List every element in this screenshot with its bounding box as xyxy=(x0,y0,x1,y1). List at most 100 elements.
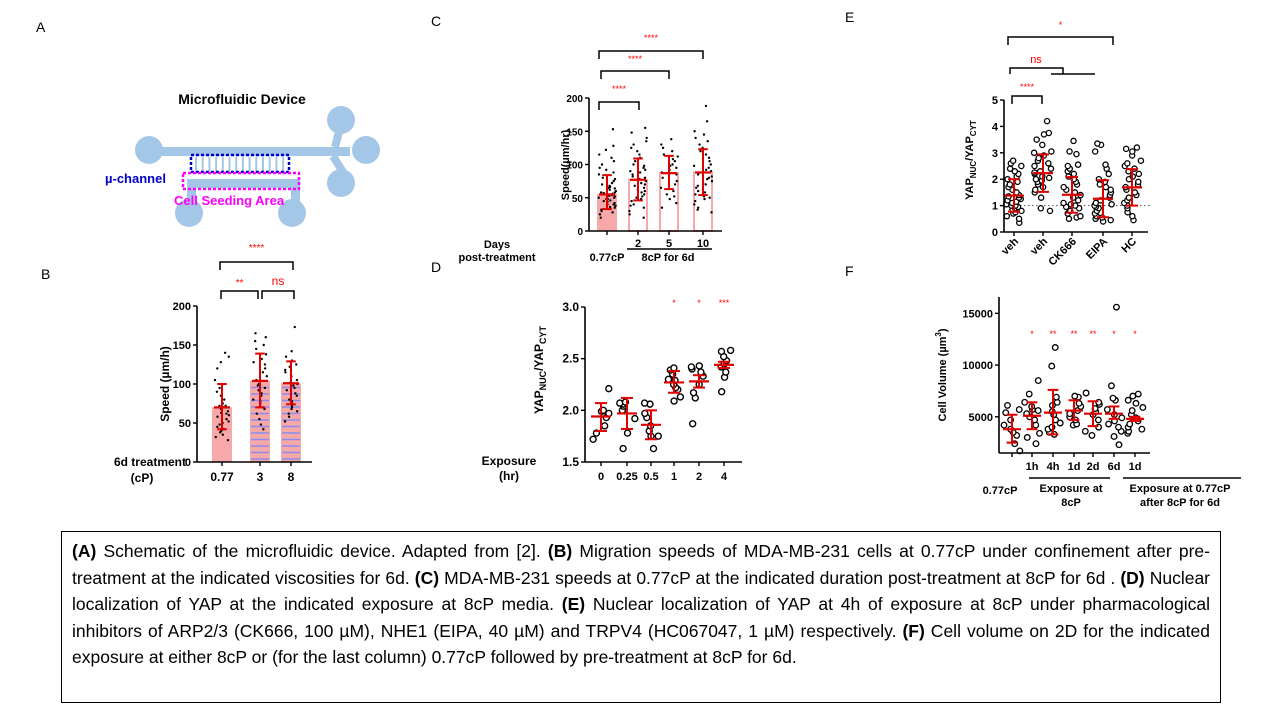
caption-label-e: (E) xyxy=(561,594,586,614)
significance-label: * xyxy=(1133,329,1137,339)
data-point xyxy=(710,211,713,214)
data-point xyxy=(673,183,677,186)
x-tick-label: 2 xyxy=(696,471,702,483)
data-point xyxy=(1091,148,1099,155)
data-point xyxy=(696,184,700,187)
x-tick-label: 2d xyxy=(1087,461,1100,473)
significance-label: ** xyxy=(236,278,244,289)
y-tick-label: 50 xyxy=(572,194,584,205)
data-point xyxy=(636,150,639,153)
data-point xyxy=(223,351,227,354)
data-point xyxy=(706,177,709,181)
data-point xyxy=(608,205,612,209)
data-point xyxy=(1107,216,1114,224)
data-point xyxy=(1133,144,1141,151)
data-point xyxy=(1032,440,1040,448)
data-point xyxy=(661,176,664,179)
data-point xyxy=(218,386,221,390)
x-tick-label: 1d xyxy=(1129,461,1142,473)
data-point xyxy=(710,179,714,183)
data-point xyxy=(226,438,230,442)
data-point xyxy=(1009,157,1017,164)
data-point xyxy=(665,193,669,196)
data-point xyxy=(633,184,636,187)
outlet-port-top xyxy=(327,106,355,134)
y-tick-label: 200 xyxy=(173,301,191,313)
data-point xyxy=(227,420,230,423)
panel-letter-e: E xyxy=(845,9,855,25)
significance-bracket xyxy=(1011,95,1043,104)
figure-caption: (A) Schematic of the microfluidic device… xyxy=(61,531,1221,703)
data-point xyxy=(675,201,678,205)
data-point xyxy=(288,398,291,401)
seeding-area-label: Cell Seeding Area xyxy=(174,193,285,208)
data-point xyxy=(640,191,643,194)
data-point xyxy=(1103,406,1111,414)
data-point xyxy=(1094,140,1101,147)
data-point xyxy=(1139,404,1147,411)
data-point xyxy=(704,104,708,108)
data-point xyxy=(696,173,700,176)
data-point xyxy=(598,213,602,216)
data-point xyxy=(605,384,613,393)
data-point xyxy=(294,392,297,395)
caption-text-e: Nuclear localization of YAP at 4h of exp… xyxy=(72,594,1210,641)
data-point xyxy=(214,435,218,439)
data-point xyxy=(218,423,221,426)
data-point xyxy=(722,368,730,376)
data-point xyxy=(641,195,644,198)
y-axis-title: Speed(µm/hr) xyxy=(560,129,572,200)
data-point xyxy=(676,393,685,401)
significance-label: * xyxy=(1030,329,1034,339)
data-point xyxy=(1102,161,1109,168)
significance-bracket xyxy=(219,261,294,270)
data-point xyxy=(1047,165,1055,172)
data-point xyxy=(1077,212,1084,220)
data-point xyxy=(1138,425,1146,433)
data-point xyxy=(693,203,696,206)
data-point xyxy=(608,188,611,191)
significance-bracket xyxy=(600,70,670,79)
data-point xyxy=(600,183,604,186)
y-tick-label: 5 xyxy=(992,95,998,107)
data-point xyxy=(252,398,255,401)
significance-bracket xyxy=(220,290,259,299)
data-point xyxy=(605,168,608,172)
significance-label: * xyxy=(1059,20,1063,30)
data-point xyxy=(717,347,726,356)
bar-8 xyxy=(281,383,301,462)
data-point xyxy=(1092,199,1100,207)
data-point xyxy=(644,126,647,130)
chart-c-plot: 0 50 100 150 200 2 5 10 0.77cP 8cP for 6d Dayspost… xyxy=(458,33,722,264)
data-point xyxy=(261,371,265,374)
group-label-line1: Exposure at 0.77cP xyxy=(1130,483,1231,495)
caption-label-b: (B) xyxy=(547,541,573,561)
data-point xyxy=(613,206,616,209)
significance-bracket xyxy=(598,50,704,59)
y-axis-title-superscript: 3 xyxy=(934,332,943,337)
data-point xyxy=(1134,390,1142,398)
seeding-channel xyxy=(187,179,299,188)
data-point xyxy=(1056,419,1064,427)
data-point xyxy=(221,433,225,436)
data-point xyxy=(1037,194,1045,201)
data-point xyxy=(1066,410,1074,418)
data-point xyxy=(629,169,632,173)
data-point xyxy=(599,191,603,194)
data-point xyxy=(661,146,665,150)
data-point xyxy=(630,146,633,150)
panel-letter-c: C xyxy=(431,13,442,29)
data-point xyxy=(598,153,601,156)
data-point xyxy=(1011,168,1019,175)
y-tick-label: 150 xyxy=(173,340,191,352)
data-point xyxy=(1128,407,1136,415)
data-point xyxy=(284,371,287,374)
data-point xyxy=(1037,204,1045,212)
x-tick-label: 8 xyxy=(288,470,295,484)
data-point xyxy=(265,375,269,378)
group-label-line1: Exposure at xyxy=(1040,483,1103,495)
data-point xyxy=(600,163,604,166)
outlet-port-right xyxy=(352,136,380,164)
